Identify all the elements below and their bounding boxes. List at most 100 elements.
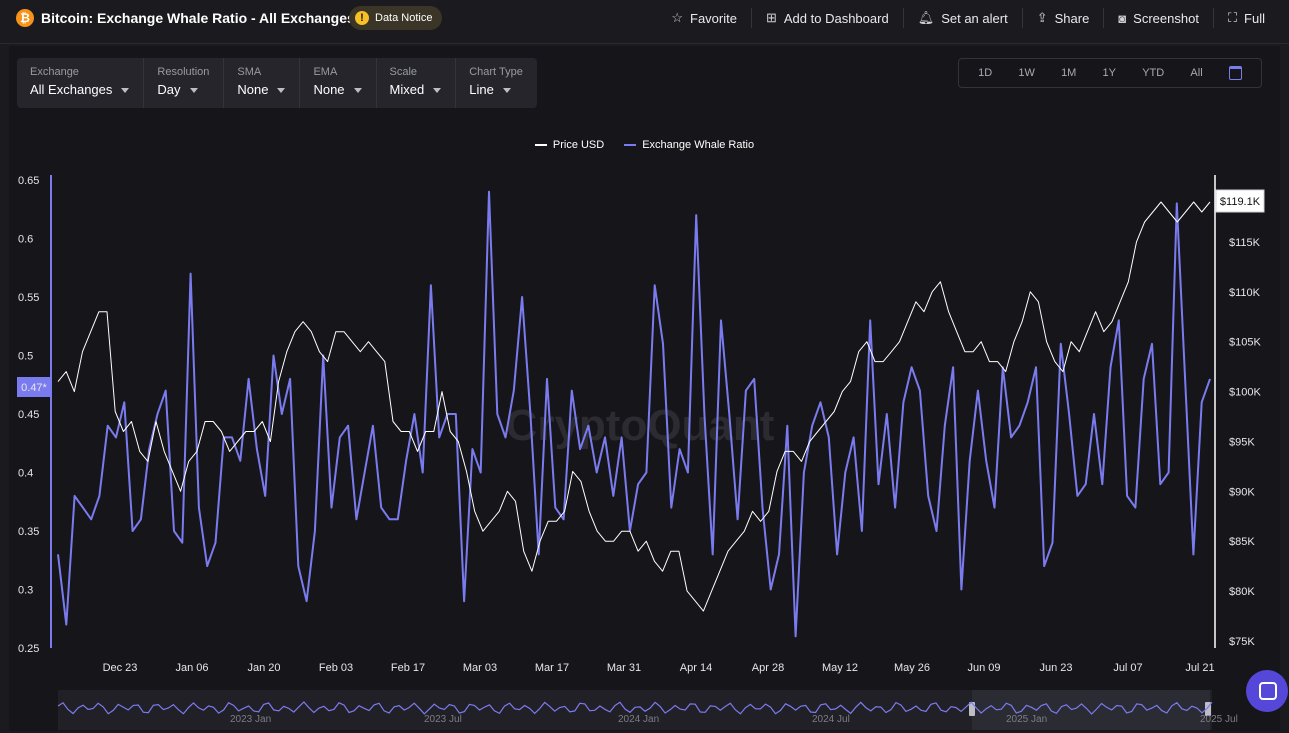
navigator-selection[interactable] [972, 690, 1210, 730]
left-axis-tick: 0.3 [18, 585, 33, 597]
range-1y[interactable]: 1Y [1102, 67, 1117, 79]
ema-value: None [313, 82, 345, 97]
legend-label-price: Price USD [552, 139, 605, 151]
ema-label: EMA [313, 66, 338, 78]
x-axis-tick: Dec 23 [103, 662, 138, 674]
current-ratio-badge [17, 377, 51, 397]
share-button[interactable]: ⇪ Share [1021, 8, 1104, 28]
x-axis-tick: Apr 28 [752, 662, 784, 674]
navigator-label: 2025 Jul [1200, 714, 1238, 725]
current-price-label: $119.1K [1220, 196, 1261, 208]
exchange-value: All Exchanges [30, 82, 113, 97]
warning-icon: ! [355, 11, 369, 25]
page-title: Bitcoin: Exchange Whale Ratio - All Exch… [41, 10, 355, 26]
x-axis-tick: Apr 14 [680, 662, 712, 674]
resolution-label: Resolution [157, 66, 210, 78]
x-axis-tick: May 26 [894, 662, 930, 674]
right-axis-tick: $115K [1229, 237, 1261, 249]
exchange-select[interactable]: Exchange All Exchanges [17, 58, 143, 108]
resolution-select[interactable]: Resolution Day [143, 58, 223, 108]
x-axis-tick: Mar 17 [535, 662, 569, 674]
chat-icon [1259, 682, 1277, 700]
x-axis-tick: Jul 21 [1185, 662, 1214, 674]
fullscreen-icon: ⛶ [1227, 10, 1238, 25]
current-ratio-label: 0.47* [21, 382, 47, 394]
chat-support-button[interactable] [1246, 670, 1288, 712]
x-axis-tick: Jul 07 [1113, 662, 1142, 674]
left-axis-tick: 0.5 [18, 351, 33, 363]
range-all[interactable]: All [1190, 67, 1203, 79]
chart-type-label: Chart Type [469, 66, 523, 78]
chart-type-select[interactable]: Chart Type Line [455, 58, 537, 108]
screenshot-button[interactable]: ◙ Screenshot [1103, 8, 1213, 28]
exchange-label: Exchange [30, 66, 79, 78]
navigator-label: 2024 Jan [618, 714, 659, 725]
share-label: Share [1054, 10, 1090, 26]
data-notice-label: Data Notice [375, 12, 433, 24]
x-axis-tick: Feb 03 [319, 662, 353, 674]
right-axis-tick: $90K [1229, 486, 1255, 498]
add-to-dashboard-button[interactable]: ⊞ Add to Dashboard [750, 8, 903, 28]
scale-select[interactable]: Scale Mixed [375, 58, 456, 108]
bell-icon: 🔔︎ [917, 10, 935, 25]
price-usd-line[interactable] [57, 201, 1211, 612]
chart-panel [9, 46, 1280, 731]
scale-value: Mixed [389, 82, 425, 97]
left-axis-tick: 0.65 [18, 175, 39, 187]
header-actions: ☆ Favorite ⊞ Add to Dashboard 🔔︎ Set an ale… [657, 0, 1279, 36]
right-axis-tick: $100K [1229, 387, 1261, 399]
set-alert-button[interactable]: 🔔︎ Set an alert [902, 8, 1022, 28]
range-ytd[interactable]: YTD [1142, 67, 1165, 79]
range-1d[interactable]: 1D [978, 67, 993, 79]
legend-item-ratio[interactable]: Exchange Whale Ratio [624, 139, 754, 151]
right-axis-tick: $80K [1229, 586, 1255, 598]
chevron-down-icon [502, 88, 511, 94]
legend-line-price [534, 144, 547, 146]
legend-label-ratio: Exchange Whale Ratio [642, 139, 755, 151]
left-axis-tick: 0.4 [18, 468, 33, 480]
screenshot-label: Screenshot [1133, 10, 1199, 26]
chevron-down-icon [121, 88, 130, 94]
navigator-label: 2024 Jul [812, 714, 850, 725]
range-1w[interactable]: 1W [1018, 67, 1035, 79]
navigator-label: 2023 Jul [424, 714, 462, 725]
add-to-dashboard-icon: ⊞ [765, 10, 777, 25]
camera-icon: ◙ [1118, 10, 1127, 26]
chart-controls: Exchange All Exchanges Resolution Day SM… [17, 58, 537, 108]
favorite-button[interactable]: ☆ Favorite [657, 8, 751, 28]
calendar-icon[interactable] [1228, 66, 1242, 80]
favorite-label: Favorite [690, 10, 737, 26]
left-axis-tick: 0.55 [18, 292, 39, 304]
whale-ratio-line[interactable] [57, 190, 1211, 638]
chart-legend: Price USD Exchange Whale Ratio [0, 139, 1289, 151]
ema-select[interactable]: EMA None [299, 58, 375, 108]
full-button[interactable]: ⛶ Full [1212, 8, 1279, 28]
right-axis-tick: $95K [1229, 436, 1255, 448]
resolution-value: Day [157, 82, 181, 97]
data-notice-button[interactable]: ! Data Notice [349, 6, 443, 30]
legend-line-ratio [624, 144, 637, 146]
header-divider [0, 43, 1289, 44]
sma-value: None [237, 82, 269, 97]
add-to-dashboard-label: Add to Dashboard [783, 10, 889, 26]
header-bar: ₿ Bitcoin: Exchange Whale Ratio - All Ex… [0, 0, 1289, 38]
chart-type-value: Line [469, 82, 494, 97]
x-axis-tick: Jan 06 [175, 662, 208, 674]
x-axis-tick: Mar 31 [607, 662, 641, 674]
full-label: Full [1244, 10, 1265, 26]
range-1m[interactable]: 1M [1061, 67, 1077, 79]
sma-select[interactable]: SMA None [223, 58, 299, 108]
set-alert-label: Set an alert [941, 10, 1008, 26]
left-axis-tick: 0.6 [18, 234, 33, 246]
scale-label: Scale [389, 66, 418, 78]
chevron-down-icon [433, 88, 442, 94]
share-icon: ⇪ [1036, 10, 1048, 25]
star-icon: ☆ [671, 10, 684, 25]
x-axis-tick: Feb 17 [391, 662, 425, 674]
navigator-label: 2023 Jan [230, 714, 271, 725]
navigator-series [57, 701, 1213, 715]
legend-item-price[interactable]: Price USD [534, 139, 605, 151]
navigator-label: 2025 Jan [1006, 714, 1047, 725]
sma-label: SMA [237, 66, 262, 78]
